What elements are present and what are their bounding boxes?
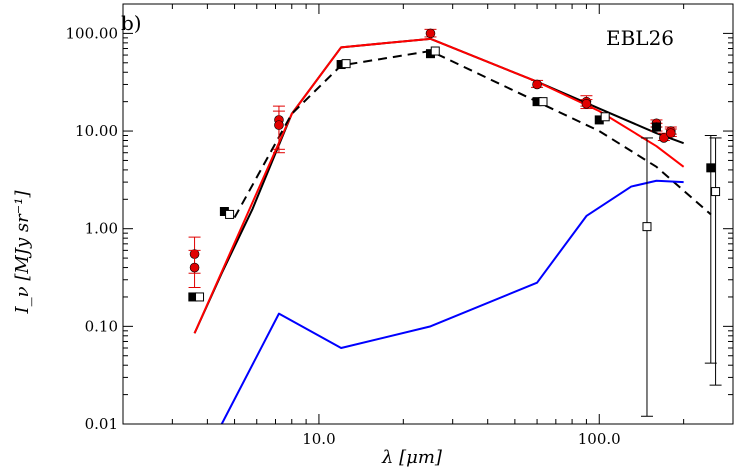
observed-point: [532, 79, 542, 90]
y-tick-label: 0.01: [85, 415, 118, 433]
open-square-point: [642, 222, 652, 232]
observed-point: [659, 133, 669, 143]
panel-label: b): [121, 11, 142, 35]
x-axis-label: λ [μm]: [381, 447, 443, 468]
open-square-point: [341, 59, 351, 69]
series-line-red-model: [193, 37, 685, 334]
y-axis-label: I_ν [MJy sr⁻¹]: [12, 190, 33, 315]
filled-square-point: [594, 115, 604, 125]
axis-ticks: 10.0 100.0 0.01 0.10 1.00 10.00 100.00: [66, 3, 734, 448]
plot-frame: [122, 3, 734, 425]
observed-point: [425, 28, 436, 39]
open-square-point: [600, 112, 610, 122]
x-tick-label: 100.0: [578, 430, 621, 448]
open-square-point: [195, 292, 205, 302]
open-square-point: [711, 187, 721, 197]
y-tick-label: 0.10: [85, 317, 118, 335]
filled-square-point: [336, 60, 346, 70]
chart-title: EBL26: [606, 26, 674, 50]
series-line-cold-dust-component: [220, 179, 684, 425]
open-square-point: [225, 209, 235, 219]
filled-square-point: [425, 49, 435, 59]
y-tick-label: 1.00: [85, 220, 118, 238]
observed-point: [666, 128, 676, 139]
filled-square-point: [188, 292, 198, 302]
filled-square-point: [651, 122, 661, 132]
plot-area: [188, 28, 722, 425]
open-square-point: [430, 46, 440, 56]
y-tick-label: 10.00: [75, 122, 118, 140]
series-line-total-model: [193, 37, 684, 334]
series-line-dashed-model: [233, 50, 712, 219]
observed-point: [581, 99, 592, 109]
observed-point: [189, 262, 200, 273]
filled-square-point: [706, 163, 716, 173]
open-square-point: [538, 97, 548, 107]
y-tick-label: 100.00: [66, 24, 119, 42]
filled-square-point: [532, 97, 542, 107]
x-tick-label: 10.0: [302, 430, 335, 448]
filled-square-point: [219, 207, 229, 217]
observed-point: [274, 120, 284, 130]
